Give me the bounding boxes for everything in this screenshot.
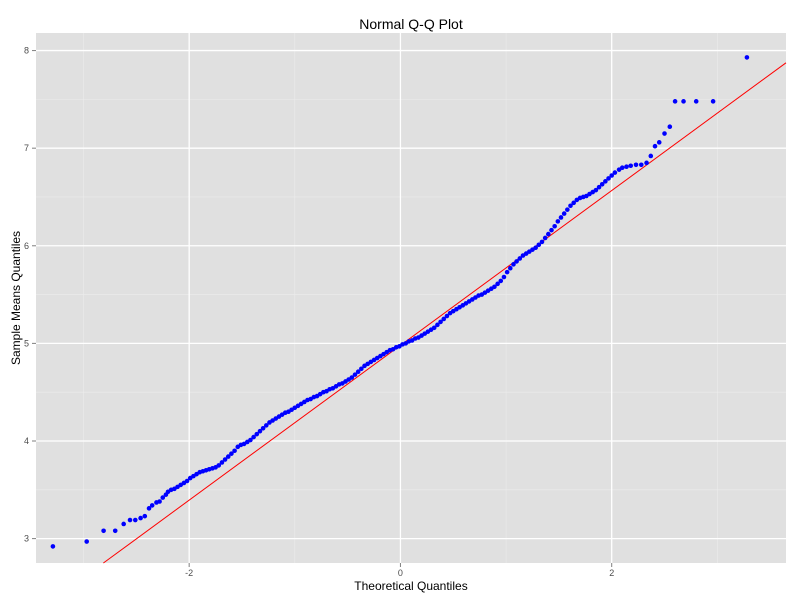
data-point	[710, 99, 716, 104]
data-point	[101, 528, 106, 534]
data-point	[232, 448, 237, 454]
data-point	[744, 55, 750, 60]
data-point	[656, 140, 662, 145]
data-point	[628, 163, 634, 169]
data-point	[546, 231, 551, 237]
data-point	[121, 521, 126, 527]
y-tick-label: 5	[24, 338, 29, 348]
data-point	[263, 423, 269, 428]
data-point	[222, 457, 228, 462]
data-point	[498, 278, 504, 284]
data-point	[50, 544, 56, 549]
data-point	[542, 235, 548, 241]
data-point	[652, 143, 658, 149]
data-point	[492, 284, 497, 290]
data-point	[514, 259, 519, 264]
data-point	[142, 513, 148, 519]
data-point	[633, 162, 639, 168]
data-point	[225, 454, 231, 459]
data-point	[606, 176, 611, 181]
y-tick-label: 4	[24, 436, 29, 446]
data-point	[638, 162, 644, 168]
x-tick-label: 0	[398, 568, 403, 578]
data-point	[662, 131, 667, 136]
data-point	[349, 375, 355, 380]
data-point	[127, 517, 133, 523]
data-point	[533, 245, 538, 251]
reference-line	[103, 62, 787, 564]
data-point	[599, 181, 605, 187]
data-point	[648, 153, 654, 159]
data-point	[501, 274, 507, 280]
data-point	[251, 434, 256, 440]
data-point	[552, 223, 557, 229]
data-point	[355, 369, 361, 374]
data-point	[549, 227, 554, 233]
data-point	[438, 319, 443, 325]
data-point	[565, 207, 570, 212]
data-point	[431, 325, 437, 331]
data-point	[612, 170, 618, 175]
x-tick-label: 2	[609, 568, 614, 578]
data-point	[254, 431, 260, 437]
data-point	[359, 366, 364, 372]
data-point	[184, 478, 190, 484]
data-point	[593, 187, 599, 193]
data-point	[536, 242, 542, 248]
data-point	[248, 437, 253, 443]
data-point	[603, 179, 608, 184]
data-point	[681, 99, 686, 104]
data-point	[495, 281, 500, 287]
data-point	[571, 200, 576, 206]
y-tick-label: 8	[24, 46, 29, 56]
data-point	[441, 316, 447, 322]
data-point	[539, 239, 545, 245]
data-point	[561, 211, 567, 216]
data-point	[672, 99, 678, 104]
data-point	[112, 528, 118, 534]
y-axis-label: Sample Means Quantiles	[9, 231, 23, 365]
data-point	[146, 506, 152, 511]
data-point	[257, 428, 263, 434]
data-point	[609, 173, 615, 178]
data-point	[444, 313, 450, 319]
data-point	[157, 499, 162, 504]
data-point	[511, 262, 516, 267]
data-point	[558, 215, 564, 220]
data-point	[507, 265, 513, 271]
data-point	[693, 99, 699, 104]
data-point	[619, 165, 625, 170]
data-point	[596, 184, 602, 190]
y-tick-label: 3	[24, 534, 29, 544]
data-point	[624, 164, 629, 170]
data-point	[219, 460, 225, 465]
chart-title: Normal Q-Q Plot	[359, 16, 463, 32]
data-point	[517, 256, 523, 261]
data-point	[667, 124, 673, 130]
data-point	[216, 463, 222, 468]
data-point	[160, 495, 166, 500]
x-axis-label: Theoretical Quantiles	[354, 579, 467, 593]
data-point	[504, 269, 510, 275]
data-point	[555, 219, 561, 224]
data-point	[435, 322, 440, 328]
data-point	[352, 372, 358, 377]
data-point	[568, 203, 573, 209]
data-point	[229, 451, 234, 456]
y-tick-label: 7	[24, 143, 29, 153]
y-tick-label: 6	[24, 241, 29, 251]
data-point	[149, 503, 155, 508]
data-point	[260, 426, 266, 431]
data-point	[644, 160, 649, 166]
data-point	[132, 517, 138, 523]
data-point	[84, 539, 90, 544]
x-tick-label: -2	[185, 568, 193, 578]
plot-panel	[36, 33, 786, 563]
data-point	[138, 515, 143, 521]
